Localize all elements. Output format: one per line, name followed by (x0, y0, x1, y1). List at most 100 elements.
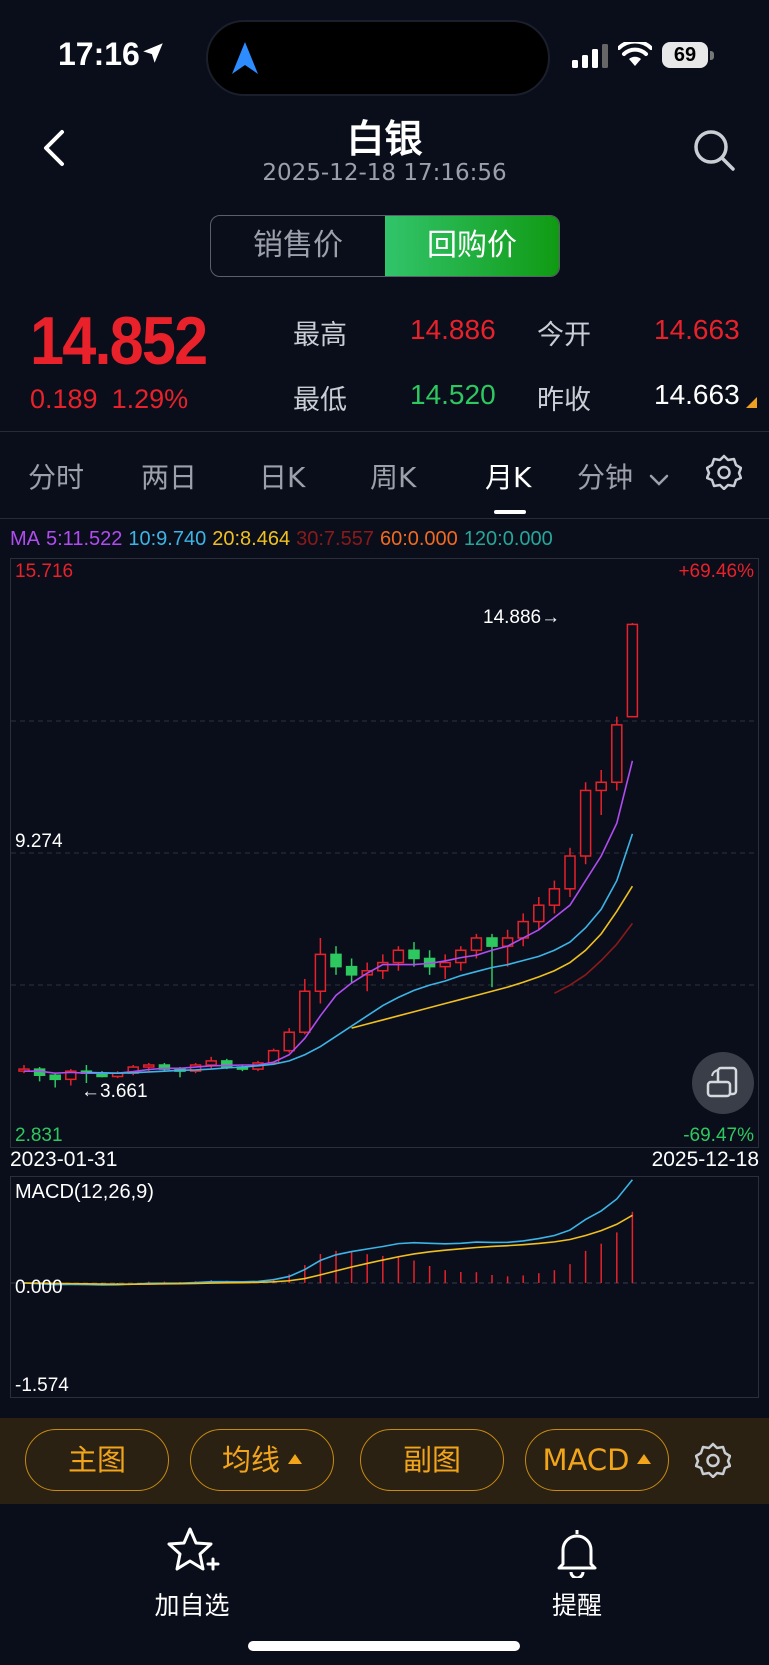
period-tabs: 分时 两日 日K 周K 月K 分钟 (0, 432, 769, 518)
price-type-segment: 销售价 回购价 (210, 215, 560, 277)
y-axis-mid: 9.274 (15, 831, 63, 852)
candle-body (49, 1074, 61, 1081)
chevron-down-icon (649, 474, 669, 486)
tab-two-day[interactable]: 两日 (141, 461, 198, 494)
main-chart-button[interactable]: 主图 (25, 1429, 169, 1491)
star-plus-icon (167, 1527, 220, 1571)
candle-body (611, 724, 623, 784)
ma-item-4: 60:0.000 (379, 528, 458, 550)
corner-indicator (746, 397, 757, 408)
ma-item-2: 20:8.464 (212, 528, 291, 550)
candle-body (330, 953, 342, 968)
candle-body (579, 789, 592, 857)
sub-chart-button[interactable]: 副图 (360, 1429, 504, 1491)
ma-line-ma10 (86, 833, 634, 1074)
macd-zero-label: 0.000 (15, 1277, 63, 1298)
candle-body (533, 904, 545, 923)
alert-label: 提醒 (551, 1591, 602, 1620)
toolbar-gear-icon[interactable] (695, 1442, 731, 1478)
candle-body (143, 1064, 155, 1068)
kline-chart[interactable]: 15.716 +69.46% 9.274 2.831 -69.47% 14.88… (10, 558, 759, 1148)
cellular-signal-icon (572, 44, 608, 68)
back-chevron-icon[interactable] (38, 128, 68, 168)
date-start: 2023-01-31 (10, 1148, 118, 1171)
open-label: 今开 (537, 320, 591, 351)
candle-body (65, 1070, 77, 1081)
candle-body (439, 961, 451, 968)
candle-body (486, 937, 498, 947)
open-value: 14.663 (654, 314, 740, 345)
ma-line-ma20 (351, 885, 634, 1029)
battery-icon: 69 (662, 42, 708, 68)
page-datetime: 2025-12-18 17:16:56 (262, 160, 507, 186)
tab-intraday[interactable]: 分时 (28, 461, 85, 494)
tab-weekly-k[interactable]: 周K (370, 461, 417, 494)
ma-item-5: 120:0.000 (463, 528, 553, 550)
wifi-icon (618, 42, 652, 66)
candle-body (299, 990, 311, 1033)
navigation-icon (232, 42, 258, 74)
candle-body (283, 1031, 295, 1052)
candle-body (267, 1049, 280, 1064)
ma-item-0: 5:11.522 (46, 528, 123, 550)
pct-axis-top: +69.46% (678, 561, 754, 582)
rotate-landscape-button[interactable] (692, 1052, 754, 1114)
triangle-up-icon (637, 1454, 652, 1464)
candle-body (626, 623, 639, 718)
ma-item-3: 30:7.557 (296, 528, 374, 550)
location-arrow-icon (143, 43, 163, 63)
date-end: 2025-12-18 (651, 1148, 759, 1171)
battery-tip (710, 51, 714, 60)
status-bar: 17:16 69 (0, 0, 769, 110)
ma-item-1: 10:9.740 (128, 528, 207, 550)
home-indicator (248, 1641, 520, 1651)
high-label: 最高 (293, 320, 347, 351)
price-change: 0.189 1.29% (30, 384, 202, 415)
ma-legend: MA 5:11.522 10:9.740 20:8.464 30:7.557 60:0.0… (10, 528, 565, 551)
ma-label: MA (10, 528, 40, 550)
search-icon[interactable] (692, 128, 736, 172)
tab-monthly-k[interactable]: 月K (485, 461, 532, 494)
status-time: 17:16 (58, 36, 140, 72)
segment-sale-price[interactable]: 销售价 (253, 228, 343, 263)
add-watchlist-button[interactable]: 加自选 (112, 1526, 272, 1622)
main-chart-label: 主图 (67, 1443, 126, 1477)
candle-body (548, 888, 561, 906)
change-percent: 1.29% (111, 384, 189, 414)
high-marker: 14.886→ (483, 607, 561, 628)
triangle-up-icon (288, 1454, 302, 1464)
high-value: 14.886 (410, 314, 496, 345)
candle-body (205, 1060, 217, 1066)
macd-chart[interactable]: MACD(12,26,9) 0.000 -1.574 (10, 1176, 759, 1398)
chart-toolbar: 主图 均线 副图 MACD (0, 1418, 769, 1504)
candle-body (158, 1064, 171, 1070)
add-watchlist-label: 加自选 (154, 1591, 230, 1620)
prev-close-label: 昨收 (537, 385, 591, 416)
ma-line-ma30 (554, 922, 634, 994)
ma-button[interactable]: 均线 (190, 1429, 334, 1491)
tab-minute-label: 分钟 (577, 461, 634, 494)
segment-buyback-price[interactable]: 回购价 (385, 216, 559, 276)
macd-svg (11, 1179, 758, 1286)
candle-body (595, 781, 607, 792)
prev-close-value: 14.663 (654, 379, 740, 410)
bottom-action-bar: 加自选 提醒 (0, 1504, 769, 1665)
macd-dea-line (23, 1214, 633, 1286)
gear-icon[interactable] (706, 454, 742, 490)
macd-label: MACD(12,26,9) (15, 1181, 154, 1203)
active-tab-underline (494, 510, 526, 514)
alert-button[interactable]: 提醒 (497, 1526, 657, 1622)
tab-daily-k[interactable]: 日K (259, 461, 306, 494)
pct-axis-bottom: -69.47% (683, 1125, 754, 1146)
kline-svg (11, 623, 758, 1088)
current-price: 14.852 (30, 303, 208, 379)
macd-button-label: MACD (542, 1443, 630, 1477)
sub-chart-label: 副图 (402, 1443, 461, 1477)
page-title: 白银 (346, 117, 423, 161)
divider-top (0, 431, 769, 432)
candle-body (345, 965, 358, 976)
candle-body (221, 1060, 233, 1068)
macd-bottom-label: -1.574 (15, 1375, 69, 1396)
tab-minute[interactable]: 分钟 (577, 456, 670, 496)
macd-button[interactable]: MACD (525, 1429, 669, 1491)
